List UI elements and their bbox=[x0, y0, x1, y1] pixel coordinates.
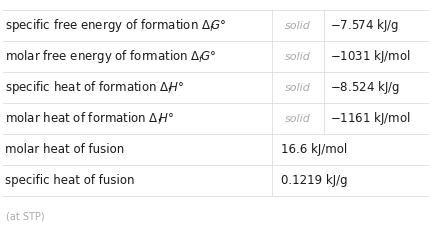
Text: solid: solid bbox=[285, 52, 311, 62]
Text: $-$7.574 kJ/g: $-$7.574 kJ/g bbox=[330, 17, 399, 34]
Text: specific heat of fusion: specific heat of fusion bbox=[5, 174, 135, 187]
Text: $-$1161 kJ/mol: $-$1161 kJ/mol bbox=[330, 110, 411, 127]
Text: $-$1031 kJ/mol: $-$1031 kJ/mol bbox=[330, 48, 411, 65]
Text: 16.6 kJ/mol: 16.6 kJ/mol bbox=[281, 143, 347, 156]
Text: (at STP): (at STP) bbox=[6, 211, 44, 221]
Text: molar heat of formation $\Delta_f\!\mathit{H}$°: molar heat of formation $\Delta_f\!\math… bbox=[5, 110, 174, 127]
Text: 0.1219 kJ/g: 0.1219 kJ/g bbox=[281, 174, 347, 187]
Text: solid: solid bbox=[285, 83, 311, 93]
Text: specific heat of formation $\Delta_f\!\mathit{H}$°: specific heat of formation $\Delta_f\!\m… bbox=[5, 79, 185, 96]
Text: solid: solid bbox=[285, 21, 311, 31]
Text: molar free energy of formation $\Delta_f\!\mathit{G}$°: molar free energy of formation $\Delta_f… bbox=[5, 48, 216, 65]
Text: $-$8.524 kJ/g: $-$8.524 kJ/g bbox=[330, 79, 400, 96]
Text: solid: solid bbox=[285, 114, 311, 123]
Text: molar heat of fusion: molar heat of fusion bbox=[5, 143, 124, 156]
Text: specific free energy of formation $\Delta_f\!\mathit{G}$°: specific free energy of formation $\Delt… bbox=[5, 17, 227, 34]
